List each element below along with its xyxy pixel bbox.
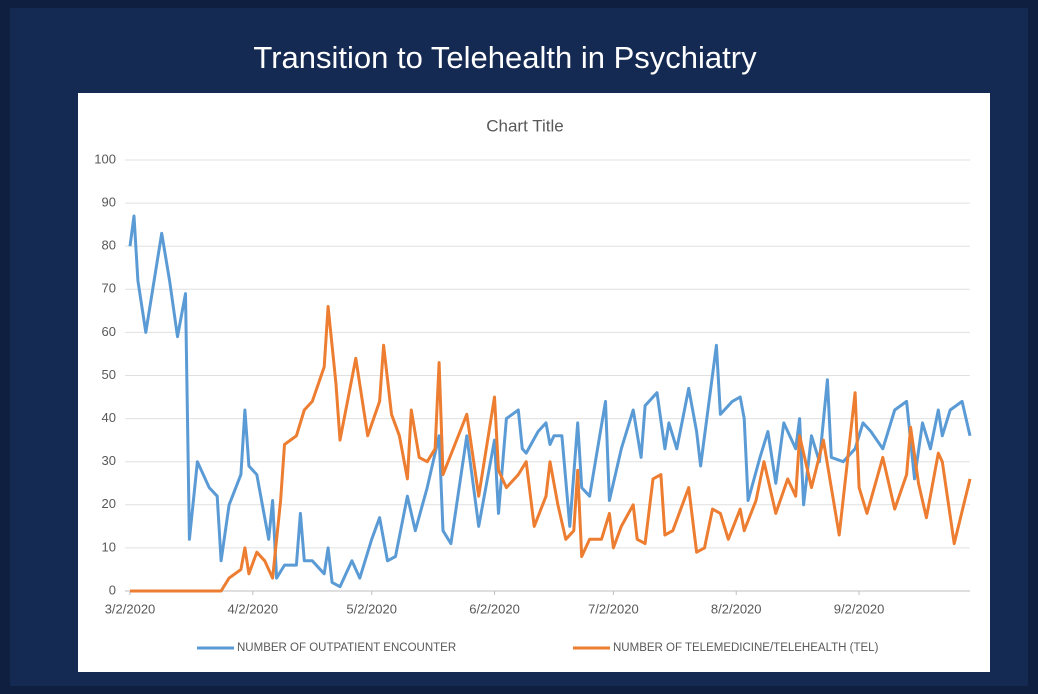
x-tick-label: 7/2/2020 [588, 601, 639, 616]
series-line [130, 305, 972, 593]
legend-label: NUMBER OF TELEMEDICINE/TELEHEALTH (TEL) [613, 642, 879, 654]
y-tick-label: 70 [102, 281, 116, 296]
y-tick-label: 60 [102, 324, 116, 339]
y-tick-label: 10 [102, 539, 116, 554]
y-tick-label: 50 [102, 367, 116, 382]
y-tick-label: 0 [109, 582, 116, 597]
x-tick-label: 9/2/2020 [834, 601, 885, 616]
legend-label: NUMBER OF OUTPATIENT ENCOUNTER [237, 642, 456, 654]
y-tick-label: 30 [102, 453, 116, 468]
x-tick-label: 4/2/2020 [228, 601, 279, 616]
legend: NUMBER OF OUTPATIENT ENCOUNTER NUMBER OF … [197, 642, 879, 654]
chart-title: Chart Title [486, 116, 563, 135]
y-tick-label: 80 [102, 238, 116, 253]
y-tick-label: 90 [102, 195, 116, 210]
plot [128, 214, 972, 593]
x-tick-label: 8/2/2020 [711, 601, 762, 616]
y-tick-label: 20 [102, 496, 116, 511]
y-tick-label: 100 [94, 151, 116, 166]
x-tick-label: 6/2/2020 [469, 601, 520, 616]
x-tick-label: 3/2/2020 [105, 601, 156, 616]
x-tick-label: 5/2/2020 [346, 601, 397, 616]
series-line [128, 214, 972, 589]
slide-title: Transition to Telehealth in Psychiatry [253, 40, 757, 75]
grid: 0 10 20 30 40 50 60 70 80 90 100 3/2/2020 4/2/2020 5/… [94, 151, 970, 616]
y-tick-label: 40 [102, 410, 116, 425]
chart-area [78, 93, 990, 672]
